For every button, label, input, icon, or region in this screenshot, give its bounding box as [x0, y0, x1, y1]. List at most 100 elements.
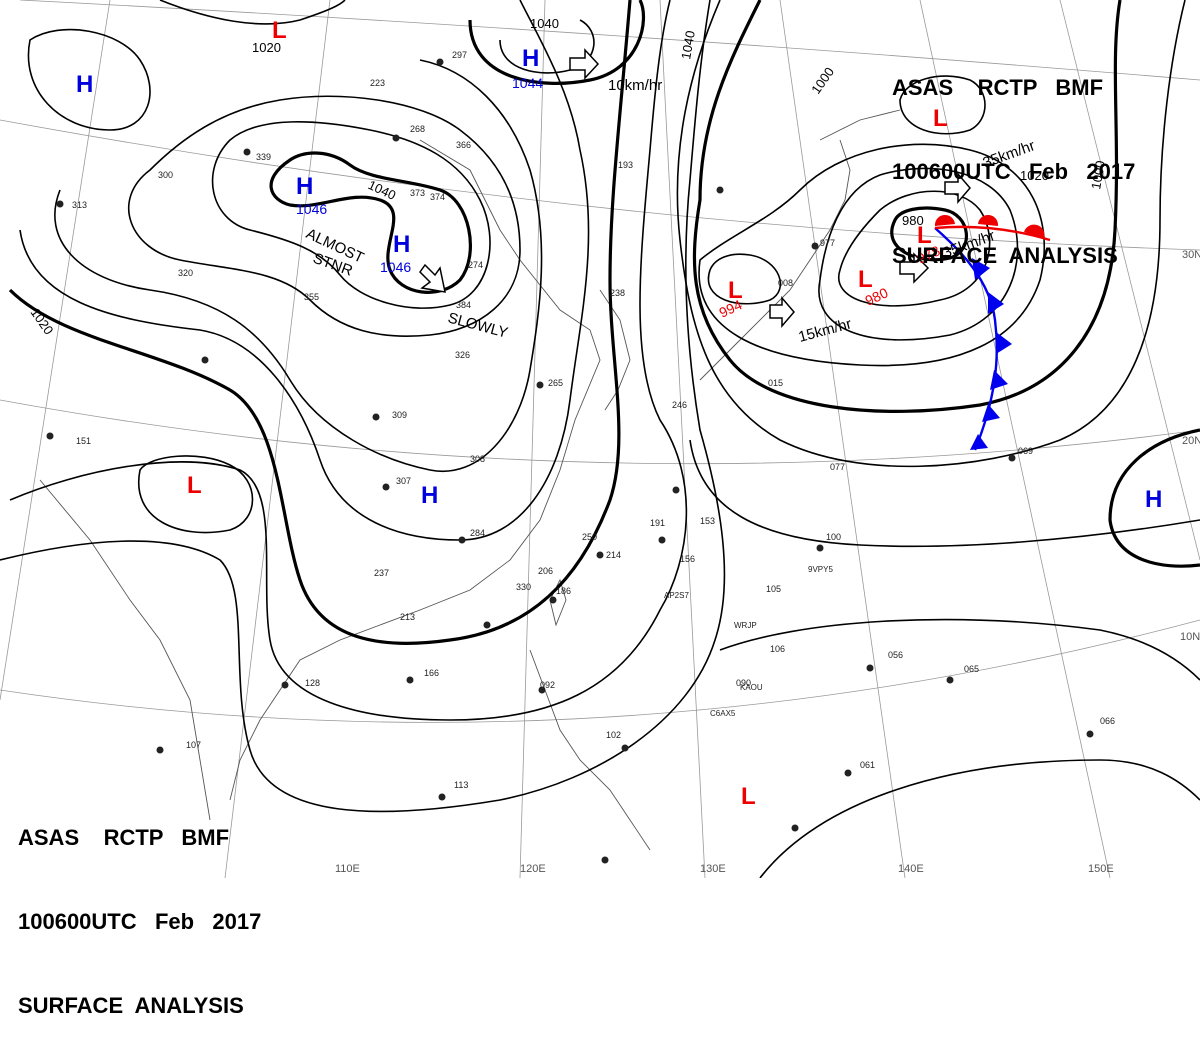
coast-korea — [599, 289, 631, 411]
isobar-1008 — [689, 439, 1200, 548]
isobar-north-low — [899, 75, 986, 135]
low-pressure-symbol: L — [933, 105, 948, 132]
station-pressure-value: 015 — [768, 378, 783, 388]
station-pressure-value: 977 — [820, 238, 835, 248]
station-dot — [483, 621, 491, 629]
map-background — [0, 0, 1200, 878]
isobar-northwest-ring — [27, 28, 151, 131]
station-dot — [536, 381, 544, 389]
cold-front-triangle — [990, 370, 1008, 390]
high-pressure-symbol: H — [76, 71, 93, 98]
isobar-1040-north — [468, 0, 646, 85]
station-pressure-value: 151 — [76, 436, 91, 446]
header-line-2: 100600UTC Feb 2017 — [892, 159, 1136, 184]
station-pressure-value: 373 — [410, 188, 425, 198]
isobar-south-1 — [719, 618, 1200, 681]
longitude-labels: 110E 120E 130E 140E 150E — [335, 863, 1114, 875]
station-pressure-value: 066 — [1100, 716, 1115, 726]
isobar-1012 — [0, 0, 726, 813]
header-line-1: ASAS RCTP BMF — [892, 75, 1104, 100]
warm-front — [934, 214, 1051, 242]
header-top-right: ASAS RCTP BMF 100600UTC Feb 2017 SURFACE… — [892, 18, 1135, 298]
isobar-1028 — [54, 59, 543, 473]
latitude-label: 20N — [1182, 435, 1200, 447]
station-pressure-value: 384 — [456, 300, 471, 310]
station-id: 9VPY5 — [808, 565, 833, 574]
station-pressure-value: 153 — [700, 516, 715, 526]
longitude-label: 120E — [520, 863, 546, 875]
station-pressure-value: 313 — [72, 200, 87, 210]
meridian-140e — [779, 0, 906, 878]
station-id: C6AX5 — [710, 709, 736, 718]
isobar-1016 — [9, 0, 688, 721]
isobar-988 — [818, 167, 1019, 341]
isobar-label: 1000 — [1088, 159, 1108, 190]
isobar-low-994 — [707, 253, 782, 305]
station-pressure-value: 309 — [392, 410, 407, 420]
station-pressure-value: 077 — [830, 462, 845, 472]
longitude-label: 110E — [335, 863, 360, 875]
pressure-center-value: 1046 — [380, 259, 411, 275]
station-pressure-value: 113 — [454, 780, 468, 790]
station-dot — [946, 676, 954, 684]
latitude-line-30n — [0, 119, 1200, 251]
station-pressure-value: 300 — [158, 170, 173, 180]
station-pressure-value: 308 — [470, 454, 485, 464]
longitude-label: 140E — [898, 863, 924, 875]
station-pressure-value: 284 — [470, 528, 485, 538]
cold-front-triangle — [996, 332, 1012, 354]
station-pressure-value: 105 — [766, 584, 781, 594]
station-pressure-value: 090 — [736, 678, 751, 688]
isobar-1004 — [676, 0, 1186, 468]
header-line-3: SURFACE ANALYSIS — [892, 243, 1118, 268]
station-pressure-value: 265 — [548, 378, 563, 388]
station-dot — [672, 486, 680, 494]
isobar-northwest-1020 — [159, 0, 346, 25]
isobar-label: 980 — [902, 213, 924, 228]
coast-indochina — [39, 479, 211, 821]
station-pressure-value: 238 — [610, 288, 625, 298]
station-pressure-value: 193 — [618, 160, 633, 170]
station-pressure-value: 223 — [370, 78, 385, 88]
isobar-label: 1040 — [530, 16, 559, 31]
station-dot — [716, 186, 724, 194]
warm-front-line — [934, 225, 1051, 242]
motion-arrow — [569, 48, 600, 80]
station-pressure-value: 056 — [888, 650, 903, 660]
station-pressure-value: 106 — [770, 644, 785, 654]
longitude-label: 130E — [700, 863, 726, 875]
station-dot — [382, 483, 390, 491]
isobar-1000 — [692, 0, 1122, 413]
station-pressure-value: 069 — [1018, 446, 1033, 456]
longitude-label: 150E — [1088, 863, 1114, 875]
coast-kamchatka — [819, 109, 901, 141]
isobar-1032 — [127, 95, 521, 338]
station-dot — [538, 686, 546, 694]
isobar-label: 1040 — [678, 29, 698, 60]
station-id: WRJP — [734, 621, 757, 630]
station-dot — [811, 242, 819, 250]
meridian-110e — [224, 0, 331, 878]
meridian-160e — [1059, 0, 1200, 561]
station-pressure-value: 366 — [456, 140, 471, 150]
motion-arrow — [419, 263, 446, 293]
station-dot — [372, 413, 380, 421]
station-pressure-value: 320 — [178, 268, 193, 278]
high-pressure-symbol: H — [393, 231, 410, 258]
station-dot — [791, 824, 799, 832]
station-pressure-value: 102 — [606, 730, 621, 740]
isobar-1040-west — [269, 151, 472, 294]
isobar-south-2 — [759, 759, 1200, 878]
cold-front-triangle — [982, 404, 1000, 422]
station-id: AP2S7 — [664, 591, 689, 600]
station-pressure-value: 307 — [396, 476, 411, 486]
cold-front — [934, 227, 1012, 451]
warm-front-semicircle — [1024, 224, 1045, 238]
station-dot — [1008, 454, 1016, 462]
station-pressure-value: 250 — [582, 532, 597, 542]
station-dot — [438, 793, 446, 801]
high-pressure-symbol: H — [522, 45, 539, 72]
cold-front-triangle — [988, 292, 1004, 314]
station-dot — [201, 356, 209, 364]
